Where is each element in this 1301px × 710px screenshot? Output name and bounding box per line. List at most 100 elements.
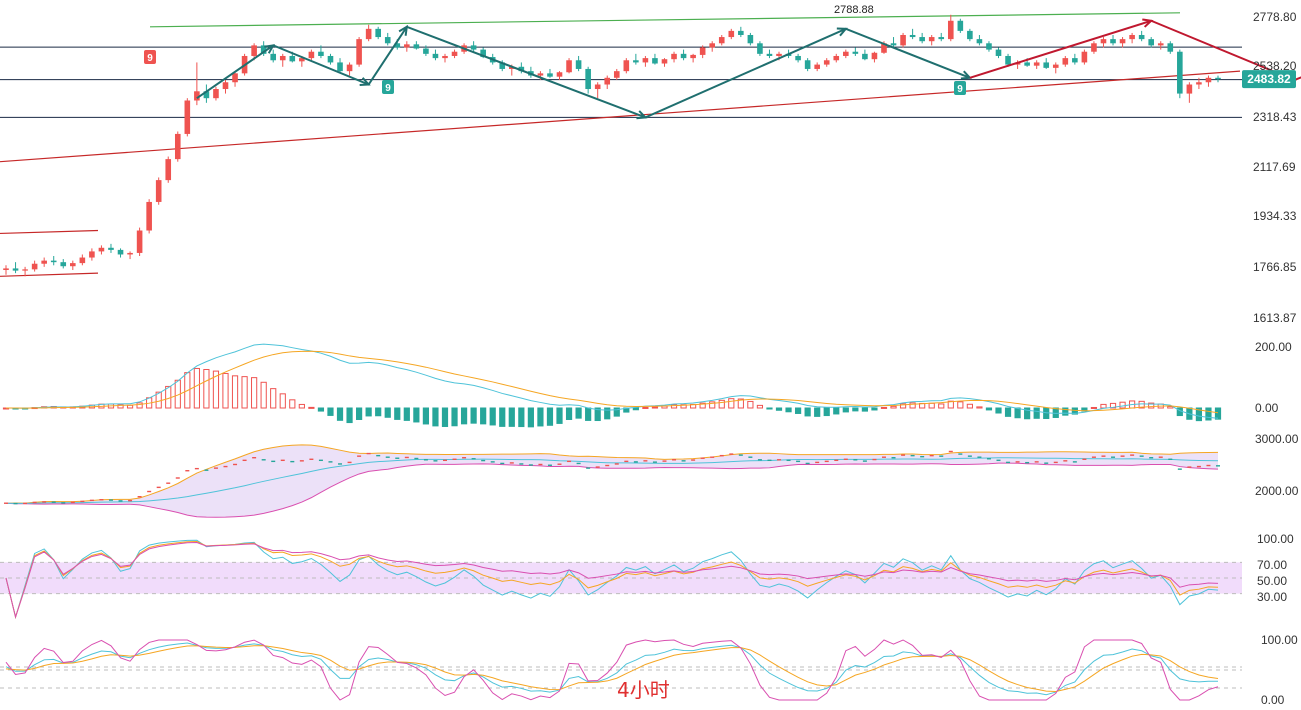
macd-histogram-bar [928,402,935,409]
macd-histogram-bar [842,407,849,413]
candle-body [3,268,9,270]
candle-body [995,49,1002,56]
candle-body [556,72,563,77]
candle-body [1043,62,1050,68]
price-tick-label: 2778.80 [1253,10,1297,24]
candle-body [470,45,477,50]
macd-histogram-bar [604,407,611,420]
macd-histogram-bar [1119,401,1126,409]
macd-histogram-bar [575,407,582,419]
macd-histogram-bar [565,407,573,420]
candle-body [909,34,916,38]
macd-histogram-bar [785,407,792,413]
macd-histogram-bar [279,393,286,409]
candle-body [270,53,277,61]
candle-body [1091,43,1097,52]
macd-histogram-bar [1205,407,1212,421]
macd-histogram-bar [585,407,592,421]
price-tick-label: 2117.69 [1253,160,1296,174]
sequential-badge-label: 9 [147,53,153,64]
macd-histogram-bar [508,407,515,427]
macd-histogram-bar [480,407,487,425]
macd-histogram-bar [556,407,563,424]
candle-body [194,91,200,101]
candle-body [661,59,668,64]
candle-body [423,48,429,54]
candle-body [299,58,305,62]
candle-body [213,89,219,99]
sequential-badge [144,50,156,64]
macd-histogram-bar [193,367,200,409]
macd-histogram-bar [737,398,744,409]
candle-body [1033,62,1040,66]
macd-histogram-bar [985,407,993,411]
peak-label: 2788.88 [834,4,874,16]
macd-histogram-bar [709,401,716,409]
candle-body [1110,39,1116,44]
kdj-j-line [5,639,1219,701]
candle-body [738,30,744,35]
candle-body [222,82,229,90]
candle-body [184,100,191,134]
macd-histogram-bar [1014,407,1021,419]
macd-histogram-bar [1100,403,1107,409]
candle-body [232,73,238,83]
macd-histogram-bar [1090,406,1098,409]
candle-body [279,55,286,61]
sequential-badge-label: 9 [385,83,391,94]
candle-body [613,71,620,78]
macd-histogram-bar [976,406,983,409]
candle-body [89,251,95,258]
macd-histogram-bar [794,407,802,414]
zigzag-teal-arrow-arrowhead [960,70,973,80]
rsi-6-line [5,539,1219,619]
candle-body [680,53,687,59]
zigzag-red-arrow [969,19,1301,82]
sequential-badge [954,81,966,95]
price-tick-label: 1934.33 [1253,209,1297,223]
candle-body [346,64,353,72]
candle-body [957,20,964,31]
candle-body [365,28,372,40]
candle-body [1129,34,1135,40]
macd-histogram-bar [327,407,334,416]
candle-body [881,43,887,53]
boll-tick-label: 2000.00 [1255,484,1299,498]
candle-body [394,43,401,48]
candle-body [127,252,133,255]
macd-histogram-bar [470,407,477,424]
candle-body [203,91,210,99]
price-tick-label: 1613.87 [1253,311,1297,325]
macd-histogram-bar [289,399,296,409]
macd-histogram-bar [833,407,840,415]
candle-body [566,60,572,73]
zigzag-teal-arrow-arrowhead [359,77,371,87]
candle-body [31,263,38,270]
candle-body [537,73,544,76]
kdj-d-line [5,645,1219,692]
macd-histogram-bar [451,407,458,427]
candle-body [862,53,868,60]
macd-histogram-bar [394,407,401,420]
rsi-panel [0,539,1242,619]
candle-body [1177,51,1183,94]
macd-histogram-bar [947,400,954,409]
macd-histogram-bar [356,407,363,420]
macd-histogram-bar [165,385,172,409]
candle-body [165,159,172,181]
zigzag-teal-arrow-arrowhead [836,27,848,37]
macd-tick-label: 200.00 [1255,340,1292,354]
kdj-tick-label: 0.00 [1261,693,1285,707]
macd-histogram-bar [365,407,372,417]
boll-lower-line [5,462,1219,518]
macd-histogram-bar [212,370,220,409]
macd-histogram-bar [995,407,1002,414]
macd-histogram-bar [938,403,945,409]
macd-histogram-bar [1004,407,1012,417]
zigzag-teal-arrow-arrowhead [264,44,276,54]
candle-body [404,44,410,48]
candle-body [623,60,630,72]
zigzag-teal-arrow-arrowhead [636,110,648,120]
zigzag-red-arrow-arrowhead [1142,18,1154,28]
